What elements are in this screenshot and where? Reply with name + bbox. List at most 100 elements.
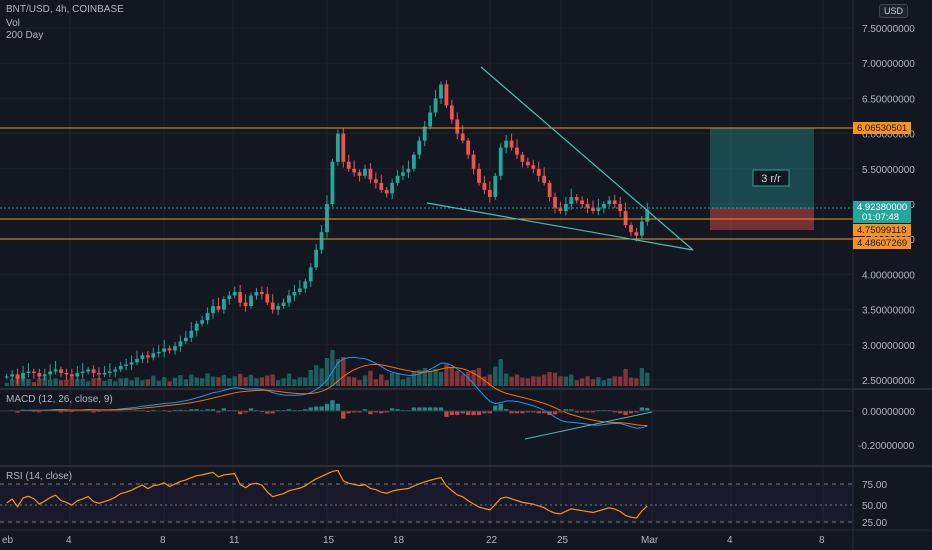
volume-bar: [596, 377, 601, 386]
volume-bar: [243, 377, 248, 386]
volume-bar: [80, 378, 85, 386]
candle-body: [189, 330, 194, 338]
volume-bar: [427, 371, 433, 386]
volume-bar: [541, 374, 547, 386]
price-tick: 3.50000000: [862, 306, 915, 317]
current-price-tag: [853, 201, 911, 223]
volume-bar: [384, 380, 389, 386]
volume-bar: [552, 372, 558, 386]
price-tick: 3.00000000: [862, 341, 915, 352]
candle-body: [585, 204, 590, 208]
candle-body: [639, 221, 644, 236]
macd-hist-bar: [590, 411, 596, 413]
volume-bar: [525, 378, 531, 386]
volume-bar: [433, 369, 438, 386]
volume-bar: [623, 369, 628, 386]
candle-body: [59, 369, 63, 373]
time-label: 15: [323, 535, 335, 546]
macd-hist-bar: [525, 411, 531, 413]
candle-body: [482, 182, 487, 190]
volume-bar: [444, 364, 449, 386]
candle-body: [471, 154, 476, 169]
candle-body: [254, 292, 259, 296]
macd-title[interactable]: MACD (12, 26, close, 9): [6, 394, 113, 405]
candle-body: [21, 372, 25, 379]
candle-body: [401, 172, 405, 176]
volume-bar: [26, 378, 31, 386]
time-label: 18: [393, 535, 405, 546]
wedge-lower-trendline[interactable]: [426, 202, 694, 251]
volume-bar: [37, 378, 42, 386]
volume-bar: [102, 380, 107, 386]
candle-body: [601, 204, 606, 208]
macd-hist-bar: [455, 411, 460, 416]
macd-hist-bar: [498, 403, 503, 412]
macd-hist-bar: [433, 407, 438, 412]
volume-bar: [4, 383, 9, 386]
candle-body: [591, 207, 595, 212]
volume-bar: [520, 377, 525, 386]
candlesticks[interactable]: [4, 80, 650, 385]
time-label: 22: [486, 535, 498, 546]
volume-bar: [9, 379, 15, 386]
volume-bar: [563, 376, 569, 386]
volume-bar: [536, 376, 541, 386]
symbol-title[interactable]: BNT/USD, 4h, COINBASE: [6, 4, 124, 15]
ma-indicator-label[interactable]: 200 Day: [6, 30, 44, 41]
candle-body: [64, 372, 69, 375]
currency-button[interactable]: USD: [878, 4, 908, 18]
macd-hist-bar: [205, 409, 210, 412]
macd-hist-bar: [319, 406, 324, 412]
volume-bar: [297, 377, 303, 386]
candle-body: [466, 140, 471, 155]
macd-hist-bar: [536, 411, 541, 414]
candle-body: [31, 371, 36, 373]
candle-body: [200, 320, 205, 324]
candle-body: [406, 168, 411, 173]
candle-body: [238, 292, 243, 303]
volume-bar: [221, 374, 227, 386]
volume-bar: [438, 372, 444, 386]
rsi-title[interactable]: RSI (14, close): [6, 471, 73, 482]
volume-bar: [64, 379, 69, 386]
volume-bar: [351, 377, 357, 386]
macd-hist-bar: [628, 411, 634, 414]
candle-body: [86, 369, 91, 372]
time-label: 8: [160, 535, 166, 546]
bar-countdown: 01:07:48: [862, 212, 899, 223]
volume-indicator-label[interactable]: Vol: [6, 18, 20, 29]
volume-bar: [330, 350, 335, 386]
wedge-upper-trendline[interactable]: [480, 66, 694, 251]
candle-body: [297, 288, 302, 292]
macd-divergence-trendline[interactable]: [524, 411, 653, 440]
macd-hist-bar: [324, 403, 330, 412]
volume-bar: [558, 376, 563, 386]
volume-bar: [493, 366, 498, 386]
candle-body: [221, 299, 226, 310]
macd-hist-bar: [476, 411, 482, 416]
candle-body: [373, 179, 378, 183]
candle-body: [97, 372, 101, 375]
candle-body: [487, 189, 492, 197]
volume-bar: [281, 378, 286, 386]
macd-hist-bar: [639, 407, 645, 412]
macd-hist-bar: [351, 411, 357, 413]
time-axis[interactable]: eb 4 8 11 15 18 22 25 Mar 4 8: [2, 535, 825, 546]
volume-bar: [639, 368, 645, 386]
rsi-tick-25: 25.00: [862, 518, 887, 529]
macd-hist-bar: [379, 411, 384, 414]
candle-body: [129, 362, 134, 365]
macd-hist-bar: [194, 409, 199, 412]
profit-zone[interactable]: [710, 128, 814, 208]
volume-bar: [189, 374, 194, 386]
candle-body: [569, 196, 574, 204]
macd-hist-bar: [330, 400, 335, 412]
candle-body: [547, 182, 552, 197]
candle-body: [162, 348, 167, 352]
volume-bar: [422, 368, 427, 386]
candle-body: [292, 292, 297, 296]
macd-hist-bar: [221, 408, 227, 412]
candle-body: [553, 196, 557, 208]
candle-body: [493, 175, 498, 197]
